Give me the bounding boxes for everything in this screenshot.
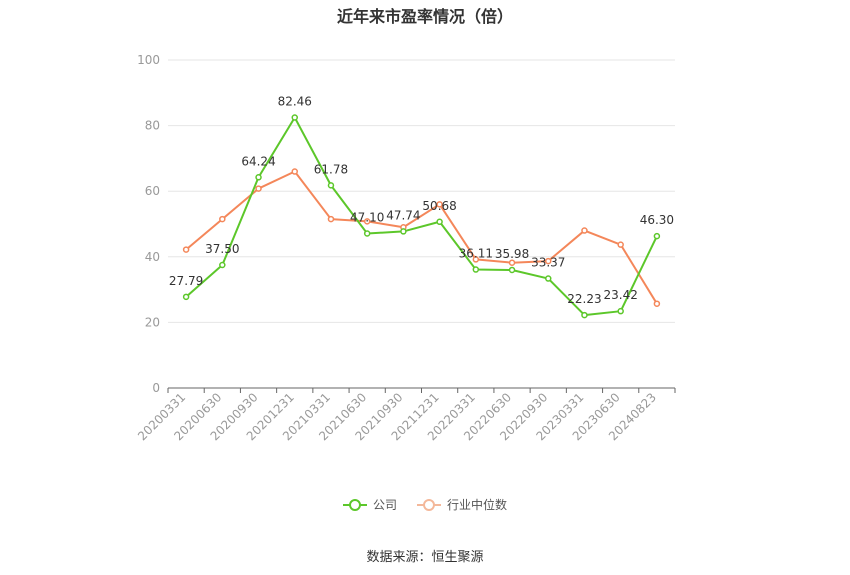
y-tick-label: 60: [145, 184, 160, 198]
chart-title: 近年来市盈率情况（倍）: [336, 7, 513, 26]
data-point-industry-median: [472, 256, 480, 263]
data-point-industry-median: [327, 215, 335, 223]
data-label: 47.74: [386, 208, 420, 222]
data-label: 46.30: [640, 213, 674, 227]
data-label: 27.79: [169, 274, 203, 288]
legend-label-company: 公司: [372, 498, 397, 512]
data-label: 64.24: [241, 154, 275, 168]
data-point-company: [400, 228, 407, 235]
y-tick-label: 20: [145, 315, 160, 329]
data-point-company: [581, 311, 588, 319]
data-point-company: [653, 232, 661, 240]
data-label-layer: 27.79 37.50 64.24 82.46 61.78 47.10 47.7450.68…: [169, 95, 674, 307]
data-label: 37.50: [205, 242, 239, 256]
data-point-company: [545, 275, 552, 282]
grid-layer: [168, 59, 675, 323]
legend-label-industry-median: 行业中位数: [447, 498, 508, 512]
data-label: 36.11: [459, 247, 493, 261]
data-point-industry-median: [617, 241, 624, 248]
data-point-company: [291, 114, 298, 121]
data-label: 23.42: [603, 288, 637, 302]
data-point-company: [327, 182, 335, 189]
series-layer: [182, 114, 661, 319]
y-tick-label: 80: [145, 119, 160, 133]
data-point-company: [255, 174, 262, 181]
data-point-company: [182, 293, 190, 301]
data-point-industry-median: [508, 259, 516, 266]
data-source: 数据来源：恒生聚源: [366, 550, 484, 565]
data-point-company: [436, 218, 443, 226]
data-label: 61.78: [314, 162, 348, 176]
data-label: 33.37: [531, 256, 565, 270]
data-point-industry-median: [545, 257, 552, 265]
y-tick-label: 100: [137, 53, 160, 67]
data-point-company: [617, 307, 624, 315]
data-point-company: [363, 230, 371, 237]
data-point-industry-median: [255, 185, 262, 192]
data-point-company: [508, 266, 516, 274]
y-tick-label: 40: [145, 250, 160, 264]
legend: 公司 行业中位数: [0, 496, 850, 513]
data-label: 35.98: [495, 247, 529, 261]
data-point-industry-median: [182, 246, 190, 253]
legend-item-company[interactable]: 公司: [342, 496, 397, 513]
data-point-industry-median: [291, 168, 298, 175]
data-label: 47.10: [350, 211, 384, 225]
data-label: 50.68: [422, 199, 456, 213]
data-point-company: [219, 261, 226, 269]
data-label: 82.46: [278, 95, 312, 109]
y-tick-label: 0: [152, 381, 160, 395]
data-point-industry-median: [363, 218, 371, 225]
series-line-industry-median: [185, 170, 658, 305]
data-point-company: [472, 266, 480, 273]
data-label: 22.23: [567, 292, 601, 306]
data-point-industry-median: [436, 201, 443, 208]
series-line-company: [185, 116, 658, 317]
legend-item-industry-median[interactable]: 行业中位数: [417, 496, 507, 513]
data-point-industry-median: [581, 227, 588, 234]
legend-swatch-company: [342, 498, 367, 512]
legend-swatch-industry-median: [417, 498, 441, 512]
data-point-industry-median: [653, 300, 661, 307]
data-point-industry-median: [219, 215, 226, 223]
